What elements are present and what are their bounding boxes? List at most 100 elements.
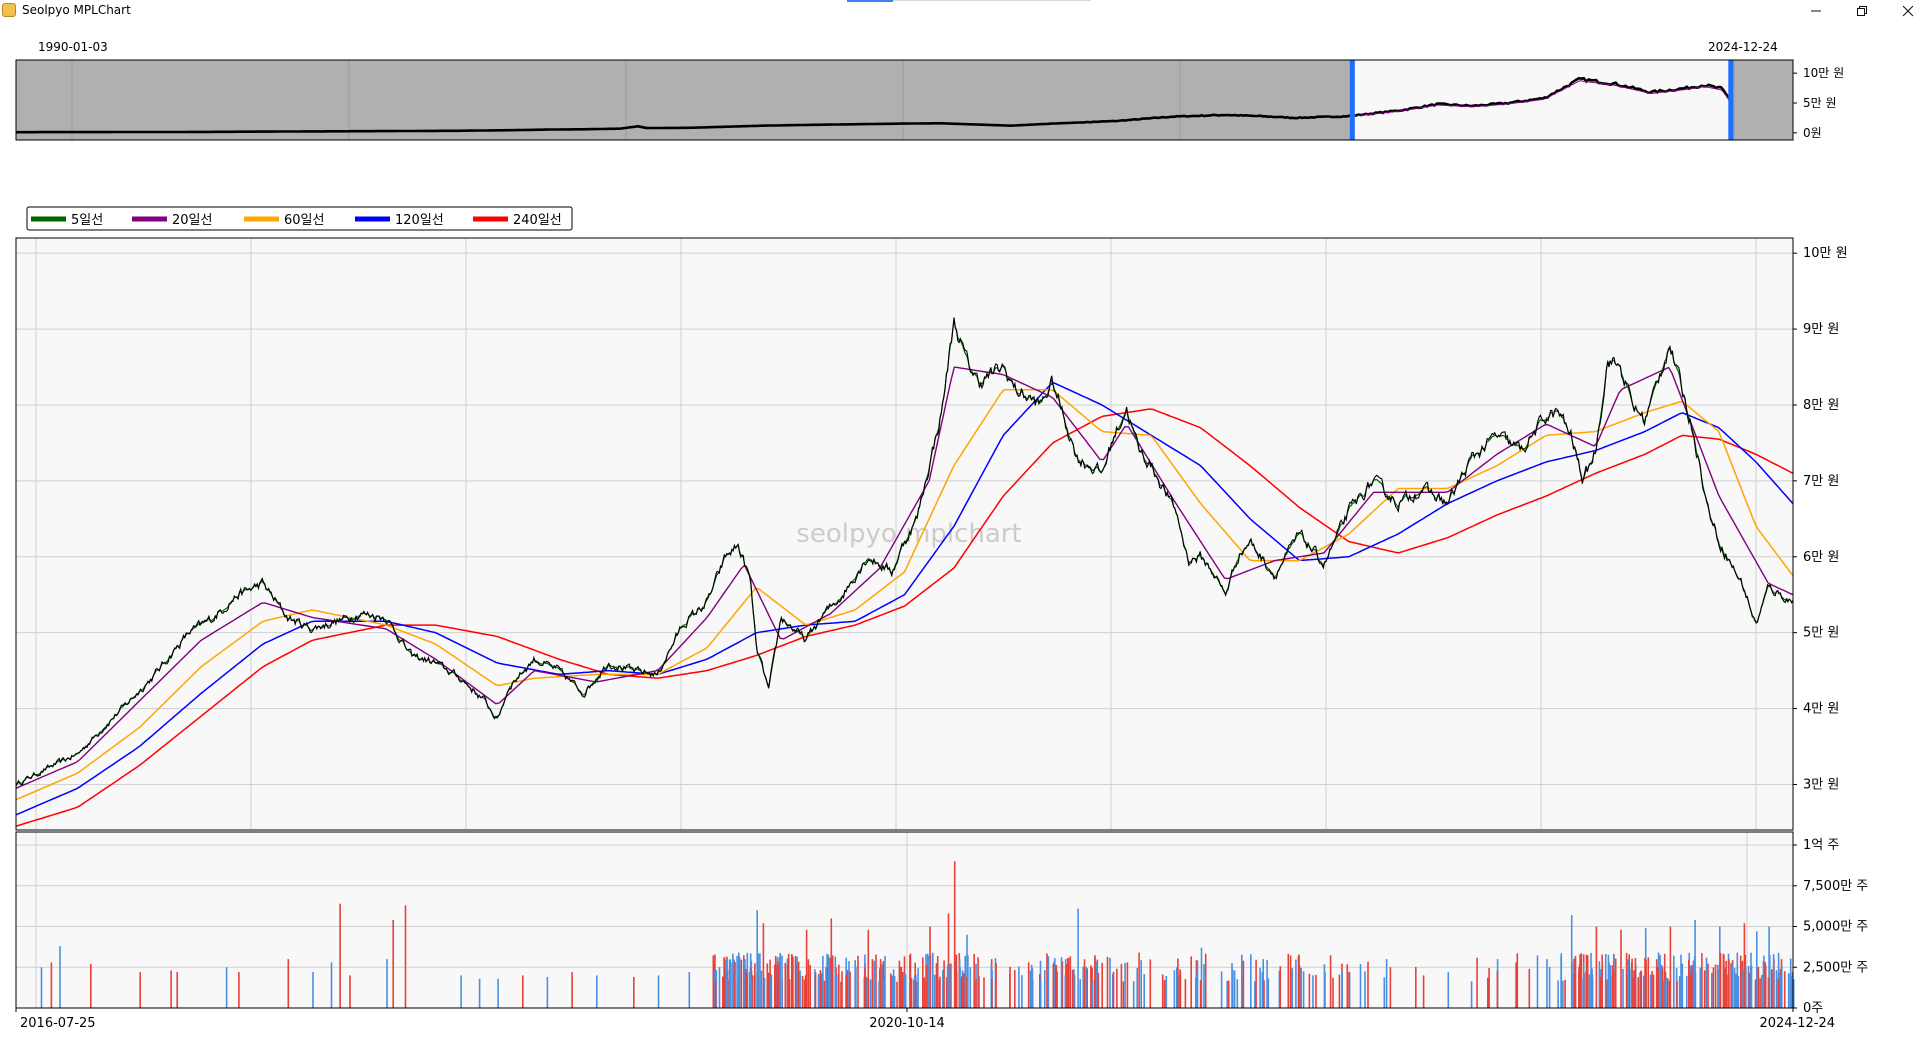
- volume-bar: [1140, 960, 1142, 1008]
- volume-bar: [1323, 964, 1326, 1008]
- volume-bar: [1614, 958, 1617, 1008]
- volume-bar: [1177, 958, 1179, 1008]
- selection-handle-left[interactable]: [1349, 60, 1355, 140]
- volume-bar: [1637, 977, 1639, 1008]
- close-button[interactable]: [1885, 0, 1920, 22]
- volume-bar: [1642, 975, 1645, 1008]
- overview-chart[interactable]: 1990-01-03 2024-12-24 0원 5만 원 10만 원: [15, 40, 1844, 141]
- volume-bar: [726, 979, 729, 1008]
- volume-bar: [1163, 979, 1166, 1008]
- volume-bar: [1546, 959, 1548, 1008]
- volume-bar: [959, 967, 961, 1008]
- legend-frame: [26, 206, 573, 231]
- volume-bar: [718, 967, 721, 1008]
- volume-bar: [775, 960, 777, 1008]
- price-y-tick-label: 7만 원: [1803, 474, 1839, 489]
- volume-bar: [1073, 969, 1075, 1008]
- volume-bar: [929, 954, 932, 1008]
- volume-bar: [831, 955, 834, 1008]
- volume-bar: [1122, 981, 1125, 1008]
- volume-bar: [1573, 977, 1576, 1008]
- volume-bar: [923, 977, 926, 1008]
- chart-canvas[interactable]: 1990-01-03 2024-12-24 0원 5만 원 10만 원 5일선 20일…: [0, 22, 1920, 1040]
- volume-bar: [814, 972, 817, 1008]
- volume-bar: [768, 972, 770, 1008]
- volume-bar: [762, 923, 765, 1008]
- volume-bar: [896, 981, 898, 1008]
- volume-bar: [1200, 947, 1203, 1008]
- volume-bar: [865, 976, 867, 1008]
- volume-bar: [1564, 979, 1566, 1008]
- volume-bar: [596, 975, 598, 1008]
- volume-bar: [1278, 970, 1281, 1008]
- volume-bar: [1601, 954, 1603, 1008]
- volume-bar: [1611, 965, 1614, 1008]
- volume-bar: [983, 977, 985, 1008]
- volume-bar: [1777, 979, 1780, 1008]
- volume-bar: [59, 946, 61, 1008]
- volume-bar: [1312, 975, 1314, 1008]
- volume-bar: [738, 952, 740, 1008]
- volume-bar: [1640, 970, 1642, 1008]
- volume-bar: [1764, 961, 1766, 1008]
- volume-bar: [1586, 955, 1589, 1008]
- volume-bar: [1757, 966, 1760, 1008]
- volume-bar: [287, 959, 290, 1008]
- volume-bar: [1241, 954, 1243, 1008]
- volume-bar: [1031, 968, 1034, 1008]
- price-border: [15, 237, 1794, 831]
- volume-bar: [404, 905, 407, 1008]
- volume-bar: [1090, 965, 1092, 1008]
- volume-bar: [973, 954, 975, 1008]
- volume-bar: [1112, 971, 1115, 1008]
- volume-bar: [1779, 974, 1781, 1008]
- volume-bar: [1694, 971, 1697, 1008]
- volume-bar: [823, 980, 826, 1008]
- volume-bar: [1179, 971, 1182, 1008]
- volume-bar: [1742, 969, 1744, 1008]
- volume-bar: [1053, 961, 1055, 1008]
- volume-bars: [40, 861, 1795, 1008]
- volume-bar: [935, 963, 938, 1008]
- volume-bar: [1101, 962, 1103, 1008]
- volume-bar: [779, 952, 781, 1008]
- volume-bar: [1295, 959, 1297, 1008]
- minimize-icon: [1811, 10, 1821, 12]
- restore-button[interactable]: [1839, 0, 1885, 22]
- volume-bar: [1768, 971, 1771, 1008]
- volume-bar: [767, 981, 769, 1008]
- volume-bar: [1106, 956, 1109, 1008]
- volume-bar: [522, 975, 524, 1008]
- volume-bar: [1743, 971, 1745, 1008]
- volume-chart[interactable]: 0주 2,500만 주 5,000만 주 7,500만 주 1억 주 2016-07-2…: [15, 831, 1868, 1031]
- price-chart[interactable]: seolpyo mplchart 3만 원4만 원5만 원6만 원7만 원8만 …: [15, 237, 1848, 831]
- volume-bar: [1667, 978, 1669, 1008]
- volume-bar: [1788, 974, 1790, 1008]
- volume-bar: [943, 960, 945, 1008]
- volume-bar: [1173, 970, 1176, 1008]
- volume-bar: [916, 981, 918, 1008]
- volume-bar: [1226, 981, 1228, 1008]
- volume-bar: [1733, 967, 1736, 1008]
- minimize-button[interactable]: [1793, 0, 1839, 22]
- volume-bar: [1077, 908, 1079, 1008]
- volume-bar: [841, 971, 843, 1008]
- volume-bar: [873, 960, 875, 1008]
- volume-bar: [1332, 977, 1334, 1008]
- volume-bar: [791, 954, 793, 1008]
- volume-bar: [751, 975, 754, 1008]
- selection-handle-right[interactable]: [1728, 60, 1734, 140]
- volume-bar: [1759, 978, 1761, 1008]
- volume-bar: [1341, 971, 1343, 1008]
- volume-bar: [1748, 972, 1751, 1008]
- volume-y-tick-label: 2,500만 주: [1803, 960, 1868, 975]
- volume-bar: [1591, 968, 1593, 1008]
- volume-bar: [933, 974, 936, 1008]
- volume-bar: [1014, 970, 1016, 1008]
- volume-bar: [883, 979, 885, 1008]
- volume-bar: [1297, 956, 1300, 1008]
- price-y-tick-label: 9만 원: [1803, 322, 1839, 337]
- volume-bar: [854, 967, 857, 1008]
- volume-bar: [1082, 966, 1084, 1008]
- volume-bar: [1536, 955, 1539, 1008]
